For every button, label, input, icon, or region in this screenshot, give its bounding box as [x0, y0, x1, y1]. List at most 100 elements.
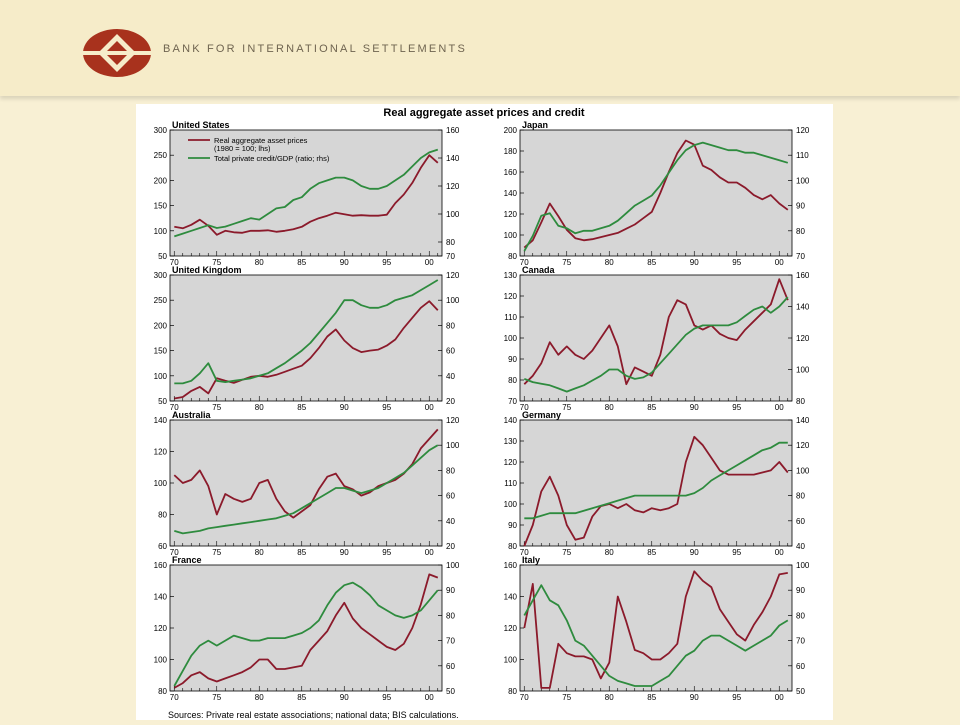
figure-panel: Real aggregate asset prices and credit S… — [136, 104, 833, 720]
united-states-right-tick-label: 100 — [446, 210, 460, 219]
italy-x-tick-label: 00 — [775, 693, 784, 702]
canada-right-tick-label: 140 — [796, 303, 810, 312]
united-kingdom-asset-price-line — [174, 300, 439, 400]
germany-left-tick-label: 90 — [508, 521, 517, 530]
italy-right-tick-label: 90 — [796, 586, 805, 595]
france-x-tick-label: 90 — [340, 693, 349, 702]
canada-right-tick-label: 80 — [796, 397, 805, 406]
canada-x-tick-label: 00 — [775, 403, 784, 412]
canada-x-tick-label: 70 — [520, 403, 529, 412]
japan-panel-title: Japan — [522, 120, 548, 130]
germany-asset-price-line — [523, 435, 789, 547]
japan-x-tick-label: 70 — [520, 258, 529, 267]
united-kingdom-right-tick-label: 80 — [446, 321, 455, 330]
germany-x-tick-label: 80 — [605, 548, 614, 557]
germany-x-tick-label: 90 — [690, 548, 699, 557]
france-x-tick-label: 70 — [170, 693, 179, 702]
bank-name: BANK FOR INTERNATIONAL SETTLEMENTS — [163, 43, 467, 55]
united-kingdom-left-tick-label: 250 — [154, 296, 168, 305]
united-states-x-tick-label: 95 — [382, 258, 391, 267]
australia-panel-title: Australia — [172, 410, 212, 420]
germany-x-tick-label: 75 — [562, 548, 571, 557]
united-states-x-tick-label: 85 — [297, 258, 306, 267]
united-states-right-tick-label: 70 — [446, 252, 455, 261]
united-states-left-tick-label: 250 — [154, 151, 168, 160]
japan-left-tick-label: 140 — [504, 189, 518, 198]
united-kingdom-credit-line — [174, 279, 439, 385]
australia-credit-line — [174, 444, 439, 535]
france-panel-title: France — [172, 555, 202, 565]
italy-plot-area — [519, 564, 793, 692]
france-left-tick-label: 120 — [154, 624, 168, 633]
italy-right-tick-label: 60 — [796, 662, 805, 671]
canada-credit-line — [523, 296, 789, 393]
australia-left-tick-label: 120 — [154, 448, 168, 457]
italy-x-tick-label: 90 — [690, 693, 699, 702]
united-kingdom-x-tick-label: 85 — [297, 403, 306, 412]
canada-asset-price-line — [523, 278, 789, 386]
italy-left-tick-label: 80 — [508, 687, 517, 696]
germany-left-tick-label: 120 — [504, 458, 518, 467]
france-right-tick-label: 70 — [446, 637, 455, 646]
slide-header: BANK FOR INTERNATIONAL SETTLEMENTS — [0, 0, 960, 96]
france-right-tick-label: 100 — [446, 561, 460, 570]
australia-right-tick-label: 100 — [446, 441, 460, 450]
japan-right-tick-label: 80 — [796, 227, 805, 236]
canada-panel-title: Canada — [522, 265, 556, 275]
germany-right-tick-label: 60 — [796, 517, 805, 526]
canada-left-tick-label: 120 — [504, 292, 518, 301]
germany-credit-line — [524, 441, 788, 520]
japan-left-tick-label: 160 — [504, 168, 518, 177]
united-states-right-tick-label: 120 — [446, 182, 460, 191]
italy-left-tick-label: 140 — [504, 593, 518, 602]
canada-left-tick-label: 100 — [504, 334, 518, 343]
france-x-tick-label: 85 — [297, 693, 306, 702]
japan-left-tick-label: 100 — [504, 231, 518, 240]
australia-plot-area — [169, 419, 443, 547]
japan-plot-area — [519, 129, 793, 257]
canada-right-tick-label: 160 — [796, 271, 810, 280]
japan-x-tick-label: 85 — [647, 258, 656, 267]
germany-x-tick-label: 70 — [520, 548, 529, 557]
australia-right-tick-label: 120 — [446, 416, 460, 425]
united-kingdom-right-tick-label: 60 — [446, 347, 455, 356]
canada-x-tick-label: 80 — [605, 403, 614, 412]
japan-x-tick-label: 75 — [562, 258, 571, 267]
australia-x-tick-label: 80 — [255, 548, 264, 557]
japan-right-tick-label: 120 — [796, 126, 810, 135]
australia-left-tick-label: 80 — [158, 511, 167, 520]
united-states-left-tick-label: 150 — [154, 202, 168, 211]
germany-right-tick-label: 120 — [796, 441, 810, 450]
italy-left-tick-label: 160 — [504, 561, 518, 570]
japan-left-tick-label: 120 — [504, 210, 518, 219]
australia-left-tick-label: 100 — [154, 479, 168, 488]
united-kingdom-x-tick-label: 80 — [255, 403, 264, 412]
figure-title: Real aggregate asset prices and credit — [383, 107, 584, 119]
united-states-panel-title: United States — [172, 120, 230, 130]
canada-left-tick-label: 130 — [504, 271, 518, 280]
united-kingdom-x-tick-label: 75 — [212, 403, 221, 412]
germany-left-tick-label: 110 — [504, 479, 517, 488]
united-kingdom-plot-area — [169, 274, 443, 402]
united-states-x-tick-label: 00 — [425, 258, 434, 267]
united-states-asset-price-line — [174, 154, 439, 236]
bis-logo — [82, 29, 152, 77]
france-right-tick-label: 80 — [446, 611, 455, 620]
france-left-tick-label: 80 — [158, 687, 167, 696]
italy-panel-title: Italy — [522, 555, 540, 565]
australia-left-tick-label: 60 — [158, 542, 167, 551]
united-kingdom-left-tick-label: 50 — [158, 397, 167, 406]
italy-right-tick-label: 80 — [796, 611, 805, 620]
united-kingdom-panel-title: United Kingdom — [172, 265, 242, 275]
italy-right-tick-label: 70 — [796, 637, 805, 646]
canada-right-tick-label: 100 — [796, 366, 810, 375]
japan-left-tick-label: 180 — [504, 147, 518, 156]
japan-right-tick-label: 90 — [796, 202, 805, 211]
united-kingdom-x-tick-label: 70 — [170, 403, 179, 412]
germany-right-tick-label: 40 — [796, 542, 805, 551]
australia-left-tick-label: 140 — [154, 416, 168, 425]
italy-right-tick-label: 50 — [796, 687, 805, 696]
united-states-right-tick-label: 160 — [446, 126, 460, 135]
japan-left-tick-label: 200 — [504, 126, 518, 135]
france-right-tick-label: 90 — [446, 586, 455, 595]
